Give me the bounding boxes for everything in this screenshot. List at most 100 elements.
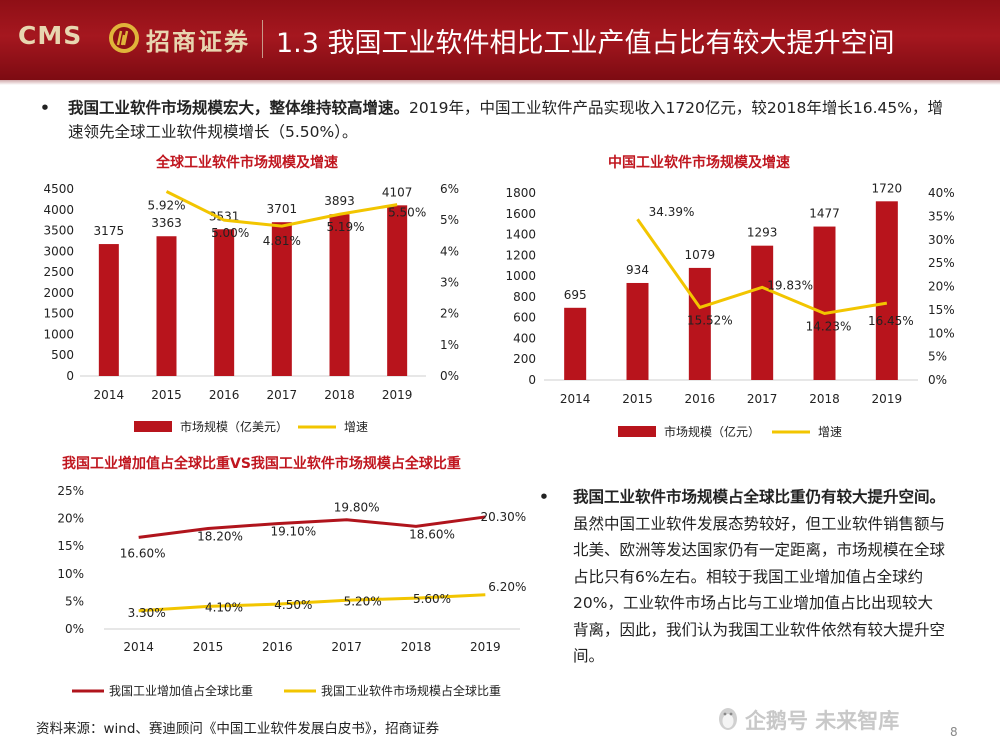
bullet-intro: • 我国工业软件市场规模宏大，整体维持较高增速。2019年，中国工业软件产品实现… xyxy=(30,96,950,144)
bar xyxy=(626,282,649,380)
x-tick-label: 2014 xyxy=(560,392,591,406)
y-left-tick-label: 3500 xyxy=(43,224,74,238)
logo-mark-icon xyxy=(109,23,139,53)
bar xyxy=(564,307,587,380)
y-left-tick-label: 1000 xyxy=(505,269,536,283)
y-right-tick-label: 5% xyxy=(928,350,947,364)
growth-data-label: 34.39% xyxy=(649,205,695,219)
y-left-tick-label: 1600 xyxy=(505,207,536,221)
y-left-tick-label: 200 xyxy=(513,352,536,366)
series-line xyxy=(138,593,486,613)
x-tick-label: 2019 xyxy=(470,640,501,654)
bullet-intro-text: 2019年，中国工业软件产品实现收入1720亿元，较2018年增长16.45%，… xyxy=(68,99,943,141)
x-tick-label: 2017 xyxy=(267,388,298,402)
bar-data-label: 3701 xyxy=(267,202,298,216)
y-right-tick-label: 25% xyxy=(928,256,955,270)
page-title: 1.3 我国工业软件相比工业产值占比有较大提升空间 xyxy=(276,28,895,59)
y-left-tick-label: 4500 xyxy=(43,182,74,196)
series-data-label: 6.20% xyxy=(488,580,526,594)
legend-line-label: 增速 xyxy=(344,420,368,434)
y-left-tick-label: 2500 xyxy=(43,265,74,279)
bar xyxy=(751,245,774,380)
series-data-label: 18.20% xyxy=(197,530,243,544)
bar xyxy=(271,222,292,376)
y-left-tick-label: 1800 xyxy=(505,186,536,200)
series-data-label: 4.10% xyxy=(205,600,243,614)
legend-bar-label: 市场规模（亿元） xyxy=(664,424,760,439)
y-left-tick-label: 3000 xyxy=(43,244,74,258)
x-tick-label: 2018 xyxy=(809,392,840,406)
x-tick-label: 2018 xyxy=(324,388,355,402)
header-banner xyxy=(0,0,1000,80)
y-right-tick-label: 15% xyxy=(928,303,955,317)
y-right-tick-label: 40% xyxy=(928,186,955,200)
bar xyxy=(98,244,119,376)
series-data-label: 18.60% xyxy=(409,527,455,541)
legend-label: 我国工业软件市场规模占全球比重 xyxy=(321,683,501,698)
y-right-tick-label: 20% xyxy=(928,280,955,294)
chart3-title: 我国工业增加值占全球比重VS我国工业软件市场规模占全球比重 xyxy=(62,456,461,472)
growth-data-label: 16.45% xyxy=(868,314,914,328)
series-data-label: 5.20% xyxy=(344,594,382,608)
series-line xyxy=(138,515,486,539)
growth-data-label: 5.00% xyxy=(211,226,249,240)
y-right-tick-label: 2% xyxy=(440,307,459,321)
y-right-tick-label: 1% xyxy=(440,338,459,352)
growth-data-label: 4.81% xyxy=(263,234,301,248)
y-left-tick-label: 0 xyxy=(66,369,74,383)
y-tick-label: 10% xyxy=(57,567,84,581)
series-data-label: 19.80% xyxy=(334,501,380,515)
header-shadow xyxy=(0,80,1000,85)
legend-bar-swatch xyxy=(134,421,172,432)
penguin-icon xyxy=(719,708,737,730)
growth-data-label: 5.50% xyxy=(388,206,426,220)
bar xyxy=(688,267,711,380)
series-data-label: 19.10% xyxy=(270,525,316,539)
watermark: 企鹅号 未来智库 xyxy=(745,709,900,733)
y-left-tick-label: 2000 xyxy=(43,286,74,300)
bar-data-label: 3175 xyxy=(94,224,125,238)
x-tick-label: 2015 xyxy=(151,388,182,402)
bar xyxy=(156,236,177,376)
bullet-dot: • xyxy=(539,488,549,506)
y-right-tick-label: 5% xyxy=(440,213,459,227)
growth-data-label: 5.19% xyxy=(326,220,364,234)
x-tick-label: 2015 xyxy=(193,640,224,654)
x-tick-label: 2014 xyxy=(94,388,125,402)
x-tick-label: 2016 xyxy=(209,388,240,402)
legend-bar-swatch xyxy=(618,426,656,437)
chart2-title: 中国工业软件市场规模及增速 xyxy=(608,155,790,171)
page-number: 8 xyxy=(950,725,958,739)
bullet-share-text: 虽然中国工业软件发展态势较好，但工业软件销售额与北美、欧洲等发达国家仍有一定距离… xyxy=(573,514,946,666)
y-left-tick-label: 600 xyxy=(513,311,536,325)
series-data-label: 3.30% xyxy=(128,606,166,620)
bar-data-label: 1079 xyxy=(685,248,716,262)
bullet-intro-bold: 我国工业软件市场规模宏大，整体维持较高增速。 xyxy=(68,99,410,117)
logo-text: 招商证券 xyxy=(146,28,250,56)
y-right-tick-label: 6% xyxy=(440,182,459,196)
bar-data-label: 1293 xyxy=(747,226,778,240)
chart1-title: 全球工业软件市场规模及增速 xyxy=(156,155,338,171)
bar-data-label: 3363 xyxy=(151,216,182,230)
y-right-tick-label: 10% xyxy=(928,326,955,340)
y-right-tick-label: 30% xyxy=(928,233,955,247)
x-tick-label: 2017 xyxy=(331,640,362,654)
legend-bar-label: 市场规模（亿美元） xyxy=(180,419,288,434)
x-tick-label: 2019 xyxy=(382,388,413,402)
y-right-tick-label: 0% xyxy=(928,373,947,387)
bar xyxy=(875,201,898,380)
bullet-share: • 我国工业软件市场规模占全球比重仍有较大提升空间。虽然中国工业软件发展态势较好… xyxy=(535,484,945,670)
growth-data-label: 15.52% xyxy=(687,313,733,327)
y-tick-label: 5% xyxy=(65,594,84,608)
logo-cms: CMS xyxy=(18,21,83,50)
x-tick-label: 2014 xyxy=(123,640,154,654)
bar xyxy=(329,214,350,376)
bar xyxy=(214,229,235,376)
y-left-tick-label: 1000 xyxy=(43,327,74,341)
y-left-tick-label: 1500 xyxy=(43,307,74,321)
y-left-tick-label: 500 xyxy=(51,348,74,362)
growth-data-label: 19.83% xyxy=(767,278,813,292)
